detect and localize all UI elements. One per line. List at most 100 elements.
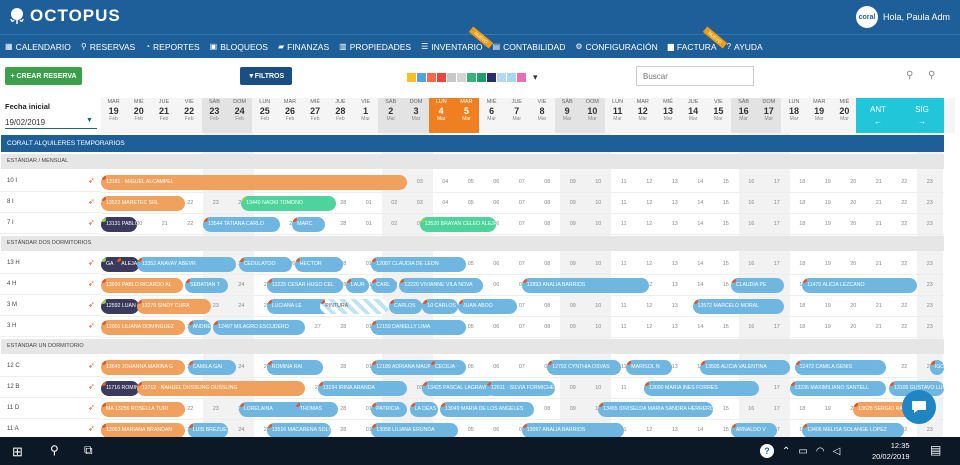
reservation-bar[interactable]: 13516 MACARENA SOLIS [266, 423, 331, 437]
reservation-bar[interactable]: 12792 CYNTHIA OSVAS [547, 360, 622, 375]
color-swatch[interactable] [457, 73, 466, 82]
zoom-out-icon[interactable]: ⚲ [906, 70, 914, 81]
color-swatch[interactable] [407, 73, 416, 82]
reservation-bar[interactable]: 11470 ALICIA LEZCANO [802, 278, 917, 293]
reservation-bar[interactable]: 12225 CESAR HUGO CEL [266, 278, 344, 293]
task-view-icon[interactable]: ⧉ [84, 443, 93, 457]
reservation-bar[interactable]: 13520 BRAYAN CELEO ALEJANO [419, 217, 497, 232]
reservation-bar[interactable]: 13930 PABLO RICARDO AL [101, 278, 183, 293]
zoom-in-icon[interactable]: ⚲ [928, 70, 936, 81]
previous-button[interactable]: ANT ← [856, 98, 900, 133]
unit-label[interactable]: 11 A [7, 426, 19, 432]
nav-item-configuracin[interactable]: ⚙ CONFIGURACIÓN [570, 42, 662, 52]
reservation-bar[interactable]: 13000 MARIA INES FORRES [644, 381, 759, 396]
day-header-cell[interactable]: MAR 19 Feb [101, 98, 126, 133]
color-swatch[interactable] [427, 73, 436, 82]
reservation-bar[interactable]: 13406 MELISA SOLANGE LOPEZ [802, 423, 905, 437]
reservation-bar[interactable]: CECILIA [429, 360, 466, 375]
reservation-bar[interactable]: 13595 ALICIA VALENTINA [700, 360, 790, 375]
unit-label[interactable]: 10 I [7, 178, 18, 184]
nav-item-calendario[interactable]: ▦ CALENDARIO [0, 42, 76, 52]
next-button[interactable]: SIG → [900, 98, 944, 133]
reservation-bar[interactable]: CARL [371, 278, 397, 293]
reservation-bar[interactable]: 13181 · MIGUEL ALCAMPEL [101, 175, 407, 190]
rocket-icon[interactable]: ➶ [88, 176, 95, 185]
day-header-cell[interactable]: LUN 11 Mar [605, 98, 630, 133]
reservation-bar[interactable]: 12220 VIVIANNE VILA NOVA [399, 278, 484, 293]
dropdown-caret-icon[interactable]: ▼ [86, 117, 93, 124]
user-menu[interactable]: coral Hola, Paula Adm [855, 6, 950, 28]
day-header-cell[interactable]: MAR 12 Mar [630, 98, 655, 133]
reservation-bar[interactable]: 13131 PABLO [101, 217, 137, 232]
color-swatch[interactable] [487, 73, 496, 82]
reservation-bar[interactable]: 12592 LUAN [101, 299, 140, 314]
reservation-bar[interactable]: 12159 DANIELLY LIMA [371, 320, 466, 335]
taskbar-search-icon[interactable]: ⚲ [50, 443, 59, 457]
day-header-cell[interactable]: DOM 10 Mar [579, 98, 605, 133]
volume-icon[interactable]: ◁ [832, 445, 841, 457]
reservation-bar[interactable]: ANDRES [187, 320, 211, 335]
color-swatch[interactable] [517, 73, 526, 82]
day-header-cell[interactable]: MAR 5 Mar [453, 98, 479, 133]
reservation-bar[interactable]: 13194 IRINA ARANDA [317, 381, 407, 396]
app-logo[interactable]: OCTOPUS [8, 6, 121, 26]
unit-label[interactable]: 13 H [7, 260, 20, 266]
color-swatch[interactable] [497, 73, 506, 82]
color-swatch[interactable] [467, 73, 476, 82]
unit-label[interactable]: 4 H [7, 281, 17, 287]
reservation-bar[interactable]: CAMILA GAI [187, 360, 237, 375]
day-header-cell[interactable]: MAR 19 Mar [807, 98, 832, 133]
day-header-cell[interactable]: VIE 22 Feb [177, 98, 202, 133]
day-header-cell[interactable]: MIÉ 13 Mar [655, 98, 680, 133]
rocket-icon[interactable]: ➶ [88, 403, 95, 412]
reservation-bar[interactable]: SEBATIAN T [185, 278, 229, 293]
unit-label[interactable]: 12 C [7, 363, 20, 369]
rocket-icon[interactable]: ➶ [88, 300, 95, 309]
rocket-icon[interactable]: ➶ [88, 361, 95, 370]
search-input[interactable] [636, 66, 754, 86]
day-header-cell[interactable]: MIÉ 20 Mar [832, 98, 857, 133]
chat-button[interactable] [902, 390, 936, 424]
reservation-bar[interactable]: 13352 ANAVAY ABEVR [136, 257, 237, 272]
rocket-icon[interactable]: ➶ [88, 279, 95, 288]
reservation-bar[interactable]: 13058 LILIANA ERUNDA [371, 423, 458, 437]
day-header-cell[interactable]: MAR 26 Feb [277, 98, 302, 133]
reservation-bar[interactable]: 10 CARLOS [422, 299, 458, 314]
nav-item-factura[interactable]: ▆ FACTURA NUEVO [663, 25, 727, 52]
chevron-up-icon[interactable]: ⌃ [782, 445, 791, 457]
day-header-cell[interactable]: LUN 4 Mar [428, 98, 454, 133]
day-header-cell[interactable]: SÁB 23 Feb [201, 98, 227, 133]
day-header-cell[interactable]: SÁB 2 Mar [378, 98, 404, 133]
reservation-bar[interactable]: THOMAS [294, 402, 339, 417]
notification-icon[interactable]: ▤ [930, 443, 942, 457]
day-header-cell[interactable]: LUN 25 Feb [252, 98, 277, 133]
rocket-icon[interactable]: ➶ [88, 382, 95, 391]
create-reservation-button[interactable]: + CREAR RESERVA [5, 67, 82, 85]
nav-item-propiedades[interactable]: ▥ PROPIEDADES [334, 42, 416, 52]
reservation-bar[interactable]: ROMINA RAI [266, 360, 323, 375]
reservation-bar[interactable]: 13097 ANALIA BARRIOS [521, 423, 624, 437]
chevron-down-icon[interactable]: ▾ [533, 72, 538, 82]
help-icon[interactable]: ? [760, 444, 774, 458]
nav-item-contabilidad[interactable]: ▤ CONTABILIDAD [488, 42, 571, 52]
reservation-bar[interactable]: 13465 IDRISELDA MARIA SANDRA HERRERC [598, 402, 713, 417]
day-header-cell[interactable]: JUE 14 Mar [681, 98, 706, 133]
reservation-bar[interactable]: 13105 GUSTAVO LUIS [888, 381, 944, 396]
unit-label[interactable]: 7 I [7, 220, 14, 226]
day-header-cell[interactable]: VIE 15 Mar [706, 98, 731, 133]
day-header-cell[interactable]: DOM 17 Mar [756, 98, 782, 133]
user-greeting[interactable]: Hola, Paula Adm [882, 12, 950, 22]
filters-button[interactable]: ▼FILTROS [240, 67, 292, 85]
reservation-bar[interactable]: 12087 CLAUDIA DE LEON [371, 257, 466, 272]
rocket-icon[interactable]: ➶ [88, 258, 95, 267]
reservation-bar[interactable]: ARNALDO V [730, 423, 777, 437]
nav-item-reportes[interactable]: ◔ REPORTES [140, 42, 204, 52]
rocket-icon[interactable]: ➶ [88, 321, 95, 330]
rocket-icon[interactable]: ➶ [88, 424, 95, 433]
reservation-bar[interactable]: 13063 MARIANA BRANDAN [101, 423, 186, 437]
color-swatch[interactable] [437, 73, 446, 82]
reservation-bar[interactable]: LUCIANA LE [266, 299, 339, 314]
rocket-icon[interactable]: ➶ [88, 218, 95, 227]
start-date-field[interactable]: 19/02/2019 [5, 118, 46, 127]
reservation-bar[interactable]: JUAN ABOO [458, 299, 517, 314]
